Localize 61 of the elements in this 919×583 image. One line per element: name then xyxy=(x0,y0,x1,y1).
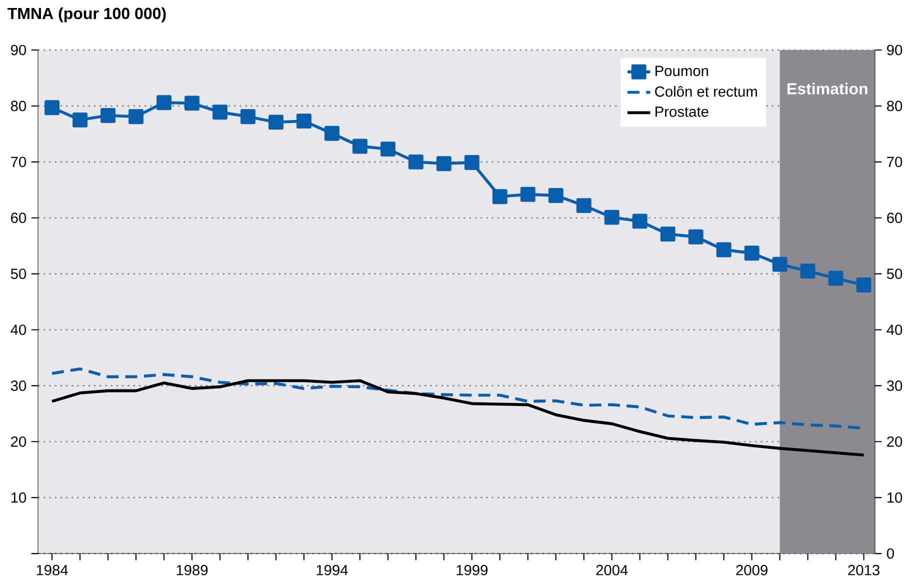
point xyxy=(296,114,312,129)
y-tick-label: 30 xyxy=(10,380,26,391)
band-label: Estimation xyxy=(788,82,868,95)
point xyxy=(408,154,424,170)
y-tick-label: 80 xyxy=(10,100,26,112)
point xyxy=(464,155,480,170)
x-tick-label: 1994 xyxy=(316,564,348,576)
y2-tick-label: 40 xyxy=(886,324,902,336)
point xyxy=(212,104,228,120)
x-tick-label: 1999 xyxy=(456,564,488,576)
point xyxy=(352,138,368,154)
y-tick-label: 60 xyxy=(11,212,26,224)
y-tick-label: 70 xyxy=(11,156,26,168)
legend-label: Poumon xyxy=(656,66,708,76)
point xyxy=(380,142,396,157)
y2-tick-label: 30 xyxy=(886,380,902,391)
point xyxy=(324,126,340,141)
y2-tick-label: 60 xyxy=(887,212,902,224)
point xyxy=(268,114,284,130)
point xyxy=(492,189,508,204)
point xyxy=(520,186,536,202)
point xyxy=(688,229,704,244)
point xyxy=(660,226,676,242)
y-axis-title: TMNA (pour 100 000) xyxy=(8,7,166,22)
y-tick-label: 40 xyxy=(10,324,26,336)
x-tick-label: 1984 xyxy=(36,564,68,576)
point xyxy=(44,100,60,116)
x-tick-label: 2009 xyxy=(736,564,768,576)
y2-tick-label: 80 xyxy=(887,100,902,112)
point xyxy=(632,214,648,229)
y-tick-label: 50 xyxy=(10,268,26,280)
y-tick-label: 10 xyxy=(11,492,26,503)
legend-label: Prostate xyxy=(656,106,708,117)
point xyxy=(604,210,620,225)
point xyxy=(156,95,172,110)
point xyxy=(856,278,872,293)
point xyxy=(128,109,144,124)
y2-tick-label: 50 xyxy=(886,268,902,280)
point xyxy=(240,109,256,124)
point xyxy=(772,256,788,272)
legend-label: Colôn et rectum xyxy=(655,86,757,97)
y2-tick-label: 20 xyxy=(887,436,902,447)
point xyxy=(72,112,88,128)
point xyxy=(716,242,732,258)
x-tick-label: 2004 xyxy=(596,564,628,576)
point xyxy=(828,270,844,286)
point xyxy=(436,156,452,172)
y-tick-label: 90 xyxy=(11,44,26,56)
point xyxy=(800,264,816,279)
y2-tick-label: 0 xyxy=(886,548,894,559)
point xyxy=(576,198,592,214)
point xyxy=(548,188,564,204)
point xyxy=(184,96,200,111)
y-tick-label: 20 xyxy=(11,436,26,447)
point xyxy=(100,108,116,124)
point xyxy=(744,246,760,261)
y2-tick-label: 90 xyxy=(887,44,902,56)
x-tick-label: 1989 xyxy=(176,564,208,576)
y2-tick-label: 10 xyxy=(887,492,902,503)
x-tick-label: 2013 xyxy=(848,564,880,576)
y2-tick-label: 70 xyxy=(887,156,902,168)
